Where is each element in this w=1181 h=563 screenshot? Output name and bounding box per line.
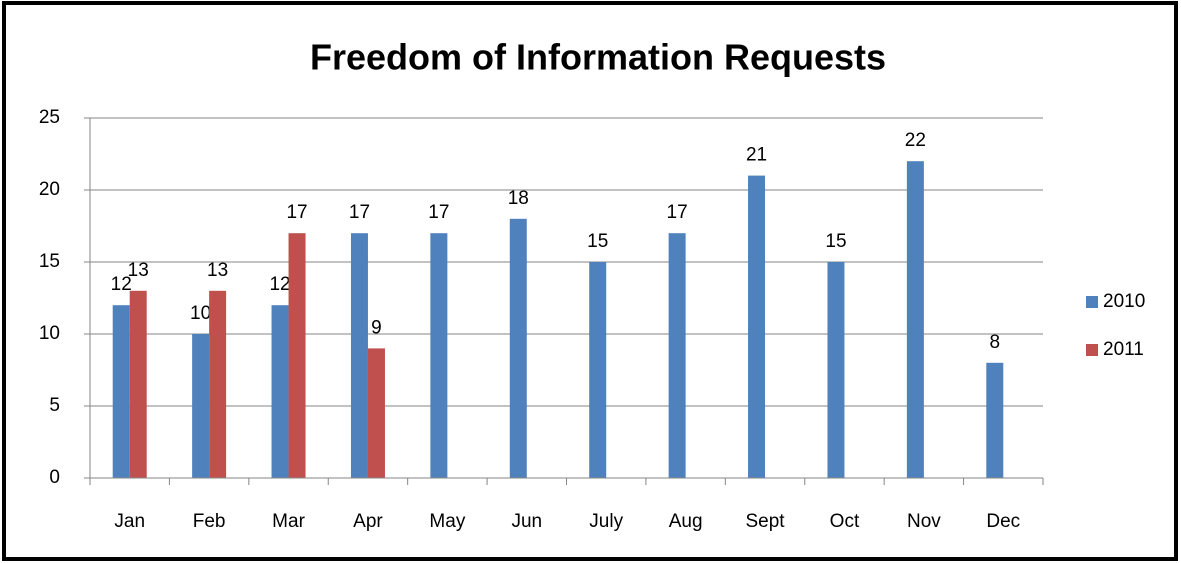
value-label: 22 — [905, 130, 926, 151]
value-label: 13 — [128, 260, 149, 281]
x-tick-label: Oct — [830, 511, 860, 532]
chart-title: Freedom of Information Requests — [310, 37, 886, 78]
legend-label: 2010 — [1103, 291, 1145, 312]
bar — [589, 262, 607, 478]
x-tick-label: Jun — [511, 511, 542, 532]
bar — [288, 233, 306, 478]
bar — [986, 362, 1004, 478]
y-tick-label: 20 — [39, 179, 60, 200]
value-label: 13 — [207, 260, 228, 281]
legend-swatch — [1086, 344, 1098, 356]
value-label: 10 — [190, 303, 211, 324]
bar — [367, 348, 385, 478]
value-label: 21 — [746, 145, 767, 166]
bar — [129, 290, 147, 478]
x-tick-label: July — [589, 511, 623, 532]
x-tick-label: Dec — [986, 511, 1020, 532]
bar — [906, 161, 924, 478]
bar — [192, 334, 210, 478]
x-tick-label: Sept — [745, 511, 785, 532]
bar — [350, 233, 368, 478]
legend-label: 2011 — [1103, 339, 1144, 360]
y-tick-label: 10 — [39, 323, 60, 344]
x-tick-label: May — [429, 511, 465, 532]
bar — [209, 290, 227, 478]
value-label: 9 — [371, 317, 382, 338]
x-tick-label: Apr — [353, 511, 383, 532]
value-label: 12 — [111, 274, 132, 295]
x-tick-label: Mar — [272, 511, 305, 532]
value-label: 17 — [349, 202, 370, 223]
y-tick-label: 5 — [49, 395, 60, 416]
bar — [112, 305, 130, 478]
value-label: 17 — [667, 202, 688, 223]
y-tick-label: 25 — [39, 107, 60, 128]
x-tick-label: Nov — [907, 511, 941, 532]
bar — [271, 305, 289, 478]
bar — [827, 262, 845, 478]
value-label: 8 — [990, 332, 1001, 353]
value-label: 17 — [428, 202, 449, 223]
value-label: 15 — [825, 231, 846, 252]
value-label: 15 — [587, 231, 608, 252]
x-tick-label: Feb — [193, 511, 226, 532]
bar — [509, 218, 527, 479]
y-tick-label: 0 — [49, 467, 60, 488]
bar — [668, 233, 686, 478]
bar — [430, 233, 448, 478]
value-label: 12 — [269, 274, 290, 295]
y-tick-label: 15 — [39, 251, 60, 272]
value-label: 18 — [508, 188, 529, 209]
bar — [748, 175, 766, 478]
x-tick-label: Jan — [114, 511, 145, 532]
x-tick-label: Aug — [669, 511, 703, 532]
legend-swatch — [1086, 296, 1098, 308]
value-label: 17 — [286, 202, 307, 223]
